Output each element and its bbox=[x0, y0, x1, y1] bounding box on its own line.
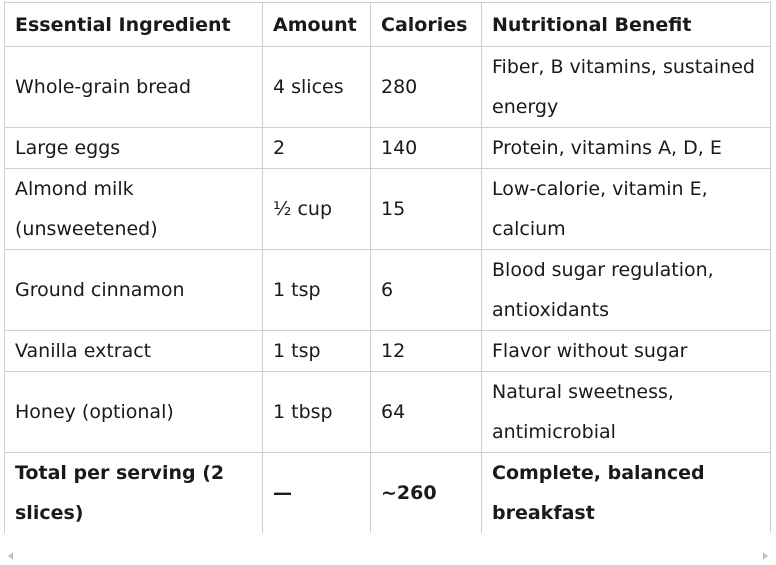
table-row: Whole-grain bread 4 slices 280 Fiber, B … bbox=[4, 46, 771, 128]
cell-benefit: Blood sugar regulation, antioxidants bbox=[481, 249, 771, 331]
scroll-left-arrow-icon[interactable] bbox=[8, 552, 13, 560]
table-row: Large eggs 2 140 Protein, vitamins A, D,… bbox=[4, 127, 771, 169]
total-row: Total per serving (2 slices) — ~260 Comp… bbox=[4, 452, 771, 533]
scroll-right-arrow-icon[interactable] bbox=[763, 552, 768, 560]
cell-ingredient: Ground cinnamon bbox=[4, 249, 263, 331]
cell-calories: 64 bbox=[370, 371, 482, 453]
cell-calories: 6 bbox=[370, 249, 482, 331]
cell-amount: 2 bbox=[262, 127, 371, 169]
cell-ingredient: Almond milk (unsweetened) bbox=[4, 168, 263, 250]
cell-amount: ½ cup bbox=[262, 168, 371, 250]
cell-amount: 1 tsp bbox=[262, 330, 371, 372]
cell-amount: 1 tsp bbox=[262, 249, 371, 331]
cell-calories: 280 bbox=[370, 46, 482, 128]
table-row: Almond milk (unsweetened) ½ cup 15 Low-c… bbox=[4, 168, 771, 250]
total-benefit: Complete, balanced breakfast bbox=[481, 452, 771, 533]
header-ingredient: Essential Ingredient bbox=[4, 2, 263, 47]
cell-calories: 15 bbox=[370, 168, 482, 250]
total-calories: ~260 bbox=[370, 452, 482, 533]
nutrition-table: Essential Ingredient Amount Calories Nut… bbox=[4, 2, 771, 533]
total-ingredient: Total per serving (2 slices) bbox=[4, 452, 263, 533]
cell-benefit: Protein, vitamins A, D, E bbox=[481, 127, 771, 169]
header-calories: Calories bbox=[370, 2, 482, 47]
cell-ingredient: Whole-grain bread bbox=[4, 46, 263, 128]
table-row: Honey (optional) 1 tbsp 64 Natural sweet… bbox=[4, 371, 771, 453]
header-row: Essential Ingredient Amount Calories Nut… bbox=[4, 2, 771, 47]
cell-calories: 12 bbox=[370, 330, 482, 372]
header-benefit: Nutritional Benefit bbox=[481, 2, 771, 47]
cell-calories: 140 bbox=[370, 127, 482, 169]
cell-benefit: Flavor without sugar bbox=[481, 330, 771, 372]
cell-amount: 1 tbsp bbox=[262, 371, 371, 453]
table-row: Vanilla extract 1 tsp 12 Flavor without … bbox=[4, 330, 771, 372]
cell-benefit: Fiber, B vitamins, sustained energy bbox=[481, 46, 771, 128]
total-amount: — bbox=[262, 452, 371, 533]
cell-ingredient: Vanilla extract bbox=[4, 330, 263, 372]
table-row: Ground cinnamon 1 tsp 6 Blood sugar regu… bbox=[4, 249, 771, 331]
header-amount: Amount bbox=[262, 2, 371, 47]
horizontal-scrollbar[interactable] bbox=[0, 549, 776, 565]
cell-amount: 4 slices bbox=[262, 46, 371, 128]
cell-ingredient: Large eggs bbox=[4, 127, 263, 169]
cell-benefit: Low-calorie, vitamin E, calcium bbox=[481, 168, 771, 250]
cell-benefit: Natural sweetness, antimicrobial bbox=[481, 371, 771, 453]
cell-ingredient: Honey (optional) bbox=[4, 371, 263, 453]
